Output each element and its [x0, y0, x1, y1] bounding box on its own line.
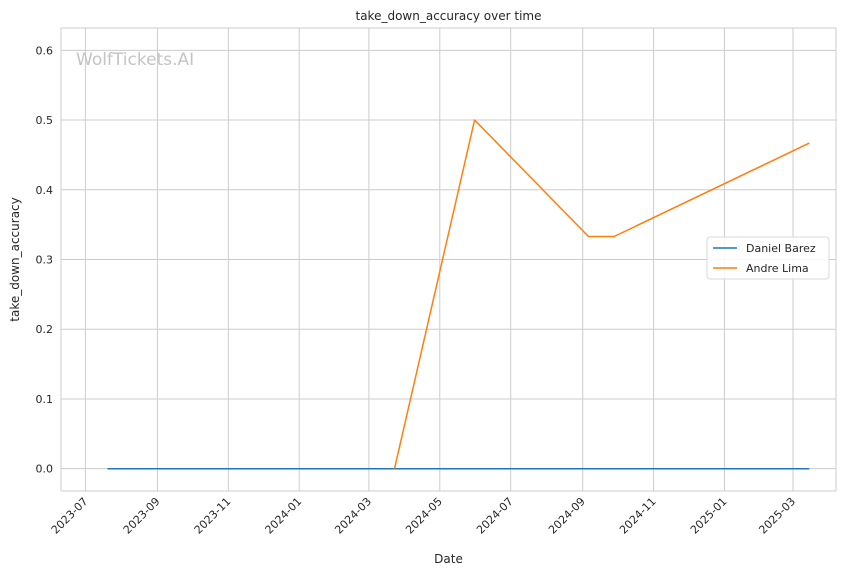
- chart-title: take_down_accuracy over time: [356, 9, 542, 23]
- series-line: [393, 119, 810, 469]
- x-tick-label: 2024-09: [546, 495, 588, 537]
- y-tick-label: 0.0: [36, 463, 54, 476]
- x-tick-label: 2024-11: [617, 495, 659, 537]
- x-tick-label: 2023-09: [121, 495, 163, 537]
- y-axis-label: take_down_accuracy: [8, 197, 22, 321]
- x-tick-label: 2024-03: [332, 495, 374, 537]
- x-axis-label: Date: [434, 552, 463, 566]
- x-tick-label: 2024-01: [263, 495, 305, 537]
- y-tick-label: 0.5: [36, 114, 54, 127]
- watermark: WolfTickets.AI: [76, 50, 194, 70]
- legend: Daniel Barez Andre Lima: [706, 236, 830, 280]
- series-layer: [107, 119, 810, 470]
- legend-label: Daniel Barez: [746, 242, 816, 255]
- y-tick-label: 0.6: [36, 44, 54, 57]
- x-tick-label: 2025-01: [688, 495, 730, 537]
- legend-box: [706, 236, 830, 280]
- x-tick-label: 2024-07: [474, 495, 516, 537]
- y-tick-label: 0.2: [36, 323, 54, 336]
- x-tick-label: 2024-05: [403, 495, 445, 537]
- ticks-layer: 0.0 0.1 0.2 0.3 0.4 0.5 0.6 2023-07 2023-09 2023-…: [36, 44, 799, 536]
- y-tick-label: 0.4: [36, 184, 54, 197]
- y-tick-label: 0.3: [36, 254, 54, 267]
- x-tick-label: 2023-11: [192, 495, 234, 537]
- x-tick-label: 2023-07: [49, 495, 91, 537]
- plot-frame: [60, 27, 837, 492]
- legend-label: Andre Lima: [746, 262, 809, 275]
- x-tick-label: 2025-03: [756, 495, 798, 537]
- y-tick-label: 0.1: [36, 393, 54, 406]
